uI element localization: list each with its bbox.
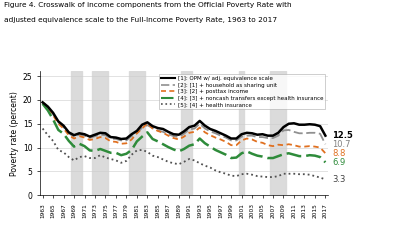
Text: adjusted equivalence scale to the Full-Income Poverty Rate, 1963 to 2017: adjusted equivalence scale to the Full-I… — [4, 17, 277, 23]
Text: 3.3: 3.3 — [332, 175, 346, 184]
Text: 8.8: 8.8 — [332, 149, 346, 158]
Bar — [129, 71, 145, 195]
Y-axis label: Poverty rate (percent): Poverty rate (percent) — [10, 91, 18, 176]
Bar — [72, 71, 82, 195]
Text: 12.5: 12.5 — [332, 131, 353, 140]
Bar — [239, 71, 244, 195]
Legend: [1]: OPM w/ adj. equivalence scale, [2]: [1] + household as sharing unit, [3]: [: [1]: OPM w/ adj. equivalence scale, [2]:… — [159, 74, 325, 109]
Bar — [270, 71, 286, 195]
Text: Figure 4. Crosswalk of income components from the Official Poverty Rate with: Figure 4. Crosswalk of income components… — [4, 2, 292, 8]
Bar — [92, 71, 108, 195]
Text: 6.9: 6.9 — [332, 158, 346, 167]
Text: 10.7: 10.7 — [332, 140, 351, 149]
Bar — [181, 71, 192, 195]
